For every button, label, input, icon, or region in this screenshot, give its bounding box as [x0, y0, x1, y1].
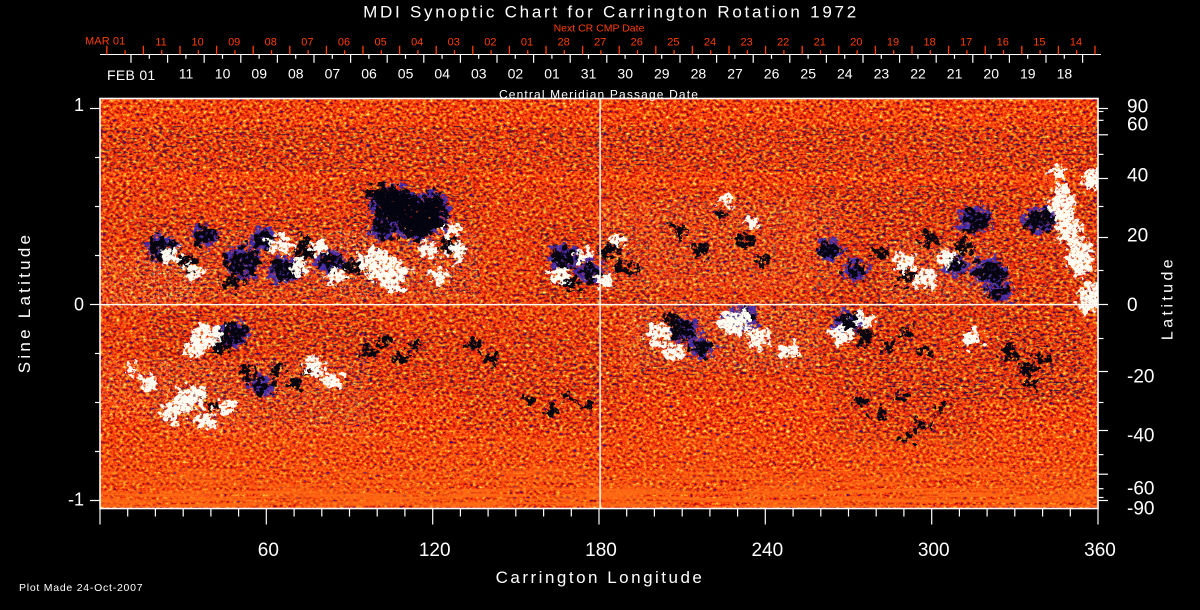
svg-text:30: 30: [617, 66, 633, 82]
svg-text:25: 25: [667, 36, 679, 48]
svg-text:19: 19: [887, 36, 899, 48]
svg-text:02: 02: [508, 66, 524, 82]
svg-text:09: 09: [228, 36, 240, 48]
svg-text:23: 23: [740, 36, 752, 48]
svg-text:28: 28: [691, 66, 707, 82]
svg-text:25: 25: [800, 66, 816, 82]
svg-text:04: 04: [434, 66, 450, 82]
svg-text:18: 18: [1057, 66, 1073, 82]
svg-text:Sine Latitude: Sine Latitude: [15, 232, 34, 374]
svg-text:-60: -60: [1127, 479, 1154, 500]
svg-text:240: 240: [751, 540, 783, 561]
svg-text:180: 180: [585, 540, 617, 561]
svg-text:20: 20: [983, 66, 999, 82]
svg-text:20: 20: [850, 36, 862, 48]
svg-text:01: 01: [521, 36, 533, 48]
svg-text:26: 26: [764, 66, 780, 82]
svg-text:03: 03: [448, 36, 460, 48]
svg-text:10: 10: [215, 66, 231, 82]
svg-text:16: 16: [997, 36, 1009, 48]
svg-text:24: 24: [704, 36, 716, 48]
svg-text:10: 10: [191, 36, 203, 48]
svg-text:60: 60: [258, 540, 279, 561]
svg-text:11: 11: [179, 66, 194, 82]
svg-text:0: 0: [74, 295, 84, 315]
svg-text:28: 28: [557, 36, 569, 48]
svg-text:120: 120: [419, 540, 451, 561]
svg-text:07: 07: [301, 36, 313, 48]
svg-text:08: 08: [288, 66, 304, 82]
svg-text:FEB 01: FEB 01: [107, 67, 156, 83]
svg-text:08: 08: [265, 36, 277, 48]
svg-text:20: 20: [1127, 226, 1148, 247]
svg-text:22: 22: [777, 36, 789, 48]
svg-text:MAR 01: MAR 01: [85, 36, 125, 48]
svg-text:300: 300: [918, 540, 950, 561]
svg-text:06: 06: [338, 36, 350, 48]
svg-text:01: 01: [544, 66, 560, 82]
svg-text:19: 19: [1020, 66, 1036, 82]
svg-text:Plot Made 24-Oct-2007: Plot Made 24-Oct-2007: [19, 582, 143, 594]
svg-text:1: 1: [74, 95, 84, 115]
svg-text:05: 05: [398, 66, 414, 82]
svg-text:23: 23: [874, 66, 890, 82]
svg-text:02: 02: [484, 36, 496, 48]
svg-text:21: 21: [814, 36, 826, 48]
svg-text:29: 29: [654, 66, 670, 82]
svg-text:06: 06: [361, 66, 377, 82]
svg-text:MDI Synoptic Chart for Carring: MDI Synoptic Chart for Carrington Rotati…: [363, 3, 859, 22]
svg-text:26: 26: [631, 36, 643, 48]
svg-text:Next CR CMP Date: Next CR CMP Date: [554, 23, 645, 35]
svg-text:03: 03: [471, 66, 487, 82]
svg-text:-40: -40: [1127, 426, 1154, 447]
svg-text:-1: -1: [68, 490, 84, 510]
svg-text:40: 40: [1127, 166, 1148, 187]
svg-text:15: 15: [1033, 36, 1045, 48]
svg-text:Central Meridian Passage Date: Central Meridian Passage Date: [499, 88, 699, 102]
svg-text:Carrington Longitude: Carrington Longitude: [496, 568, 705, 587]
svg-text:17: 17: [960, 36, 972, 48]
svg-text:24: 24: [837, 66, 853, 82]
svg-text:360: 360: [1084, 540, 1116, 561]
svg-text:22: 22: [910, 66, 926, 82]
svg-text:14: 14: [1070, 36, 1082, 48]
svg-text:04: 04: [411, 36, 423, 48]
svg-text:09: 09: [251, 66, 267, 82]
svg-text:60: 60: [1127, 115, 1148, 136]
svg-text:27: 27: [594, 36, 606, 48]
svg-text:27: 27: [727, 66, 743, 82]
svg-text:21: 21: [947, 66, 963, 82]
svg-text:Latitude: Latitude: [1160, 256, 1177, 340]
svg-text:07: 07: [325, 66, 341, 82]
svg-text:-20: -20: [1127, 367, 1154, 388]
svg-text:90: 90: [1127, 97, 1148, 118]
svg-text:0: 0: [1127, 295, 1138, 316]
svg-text:11: 11: [155, 36, 166, 48]
svg-text:18: 18: [923, 36, 935, 48]
svg-text:-90: -90: [1127, 499, 1154, 520]
svg-text:31: 31: [581, 66, 597, 82]
svg-text:05: 05: [374, 36, 386, 48]
